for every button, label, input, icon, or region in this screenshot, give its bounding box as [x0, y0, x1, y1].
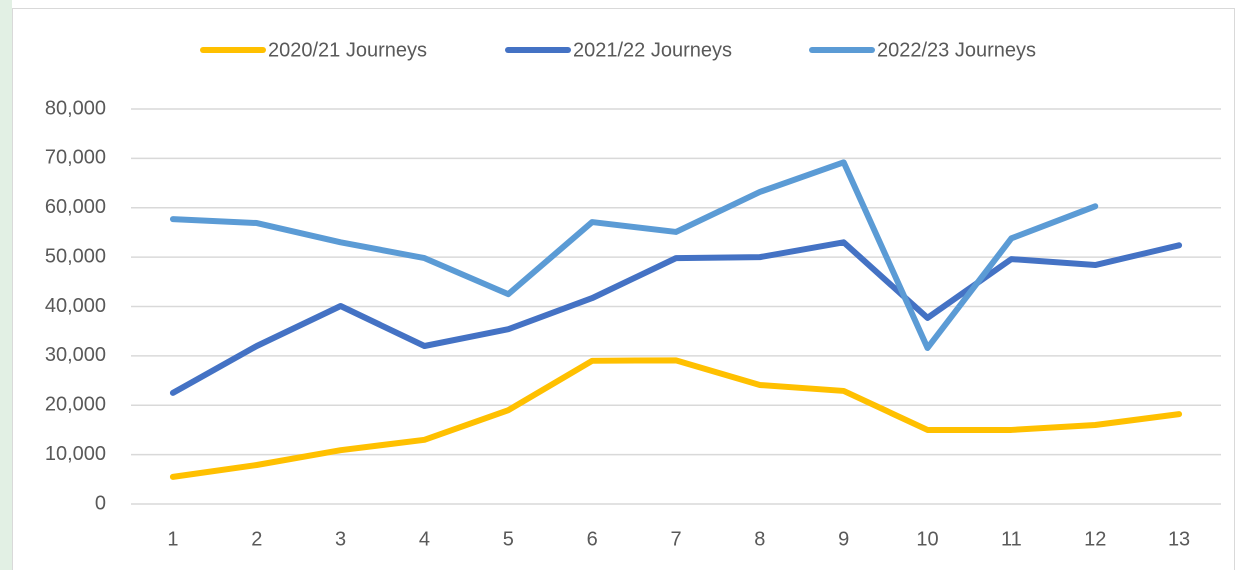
x-tick-label: 13 — [1168, 528, 1190, 550]
x-tick-label: 6 — [587, 528, 598, 550]
x-tick-label: 11 — [1001, 528, 1022, 550]
x-tick-label: 4 — [419, 528, 430, 550]
x-tick-label: 1 — [167, 528, 178, 550]
y-tick-label: 0 — [95, 492, 106, 514]
legend-label: 2022/23 Journeys — [877, 39, 1036, 61]
chart-frame — [12, 8, 1235, 570]
x-tick-label: 3 — [335, 528, 346, 550]
y-tick-label: 10,000 — [45, 443, 106, 465]
background-strip — [0, 0, 12, 570]
legend-label: 2020/21 Journeys — [268, 39, 427, 61]
legend-label: 2021/22 Journeys — [573, 39, 732, 61]
x-tick-label: 7 — [670, 528, 681, 550]
x-tick-label: 8 — [754, 528, 765, 550]
x-tick-label: 2 — [251, 528, 262, 550]
x-tick-label: 5 — [503, 528, 514, 550]
x-tick-label: 10 — [916, 528, 938, 550]
y-tick-label: 60,000 — [45, 196, 106, 218]
y-tick-label: 20,000 — [45, 394, 106, 416]
y-tick-label: 50,000 — [45, 245, 106, 267]
y-tick-label: 40,000 — [45, 295, 106, 317]
y-tick-label: 30,000 — [45, 344, 106, 366]
series-line — [169, 357, 1183, 480]
x-tick-label: 12 — [1084, 528, 1106, 550]
y-tick-label: 80,000 — [45, 97, 106, 119]
x-tick-label: 9 — [838, 528, 849, 550]
y-tick-label: 70,000 — [45, 147, 106, 169]
series-line — [169, 159, 1099, 351]
series-line — [169, 239, 1183, 396]
